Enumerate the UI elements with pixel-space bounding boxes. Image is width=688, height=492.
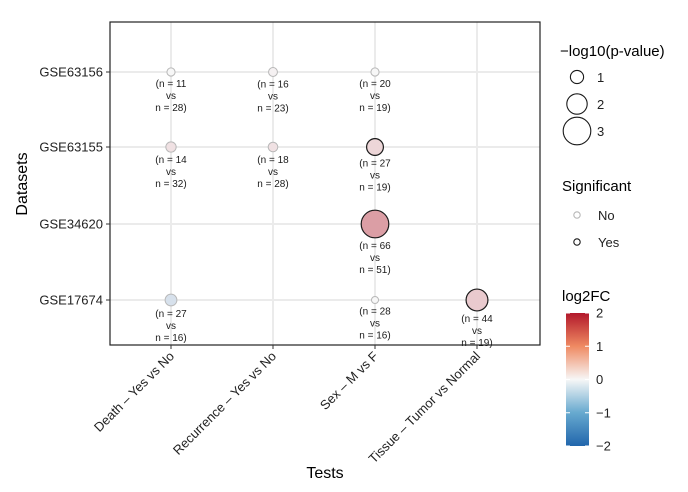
x-tick-label: Tissue – Tumor vs Normal bbox=[366, 348, 484, 466]
size-legend-title: −log10(p-value) bbox=[560, 43, 665, 60]
point-annotation: vs bbox=[370, 91, 380, 102]
point-annotation: n = 19) bbox=[359, 182, 390, 193]
color-bar-tick-label: −2 bbox=[596, 439, 611, 454]
y-axis-title: Datasets bbox=[14, 152, 31, 215]
size-legend-label: 1 bbox=[597, 70, 604, 85]
data-point bbox=[267, 141, 279, 153]
color-bar-tick-label: −1 bbox=[596, 405, 611, 420]
significant-legend-marker bbox=[573, 211, 581, 219]
x-tick-label: Sex – M vs F bbox=[317, 348, 381, 412]
point-annotation: vs bbox=[166, 167, 176, 178]
point-annotation: n = 28) bbox=[155, 103, 186, 114]
data-point bbox=[370, 295, 380, 305]
point-annotation: vs bbox=[166, 321, 176, 332]
point-annotation: vs bbox=[370, 170, 380, 181]
point-annotation: n = 16) bbox=[359, 331, 390, 342]
color-bar-tick-label: 0 bbox=[596, 372, 603, 387]
color-bar-tick-label: 1 bbox=[596, 339, 603, 354]
y-tick-label: GSE17674 bbox=[39, 293, 103, 308]
point-annotation: (n = 14 bbox=[155, 155, 187, 166]
significant-legend-label: No bbox=[598, 208, 615, 223]
data-point bbox=[268, 67, 278, 77]
point-annotation: (n = 27 bbox=[155, 309, 187, 320]
x-axis-title: Tests bbox=[306, 465, 343, 482]
point-annotation: n = 23) bbox=[257, 103, 288, 114]
point-annotation: n = 16) bbox=[155, 333, 186, 344]
data-point bbox=[360, 209, 390, 239]
point-annotation: n = 51) bbox=[359, 265, 390, 276]
point-annotation: (n = 27 bbox=[359, 158, 391, 169]
y-tick-label: GSE34620 bbox=[39, 217, 103, 232]
data-point bbox=[465, 288, 489, 312]
point-annotation: (n = 28 bbox=[359, 307, 391, 318]
point-annotation: n = 32) bbox=[155, 179, 186, 190]
point-annotation: (n = 20 bbox=[359, 79, 391, 90]
y-tick-label: GSE63155 bbox=[39, 140, 103, 155]
data-point bbox=[366, 138, 385, 157]
point-annotation: vs bbox=[370, 319, 380, 330]
point-annotation: vs bbox=[472, 326, 482, 337]
color-bar-tick-label: 2 bbox=[596, 306, 603, 321]
color-legend-title: log2FC bbox=[562, 288, 611, 305]
color-bar bbox=[566, 313, 589, 446]
significant-legend-marker bbox=[573, 238, 581, 246]
data-point bbox=[165, 141, 177, 153]
point-annotation: vs bbox=[166, 91, 176, 102]
point-annotation: n = 19) bbox=[359, 103, 390, 114]
point-annotation: vs bbox=[370, 253, 380, 264]
size-legend-circle bbox=[562, 116, 592, 146]
panel-border bbox=[109, 21, 541, 346]
size-legend-circle bbox=[566, 93, 588, 115]
point-annotation: n = 28) bbox=[257, 179, 288, 190]
data-point bbox=[370, 67, 380, 77]
point-annotation: (n = 44 bbox=[461, 314, 493, 325]
data-point bbox=[164, 293, 178, 307]
point-annotation: vs bbox=[268, 91, 278, 102]
y-tick-label: GSE63156 bbox=[39, 65, 103, 80]
data-point bbox=[166, 67, 176, 77]
significant-legend-label: Yes bbox=[598, 235, 620, 250]
x-tick-label: Death – Yes vs No bbox=[91, 349, 177, 435]
point-annotation: (n = 16 bbox=[257, 79, 289, 90]
size-legend-label: 3 bbox=[597, 124, 604, 139]
point-annotation: n = 19) bbox=[461, 338, 492, 349]
point-annotation: (n = 66 bbox=[359, 241, 391, 252]
x-tick-label: Recurrence – Yes vs No bbox=[170, 349, 279, 458]
point-annotation: (n = 18 bbox=[257, 155, 289, 166]
significant-legend-title: Significant bbox=[562, 178, 632, 195]
point-annotation: (n = 11 bbox=[156, 79, 187, 90]
point-annotation: vs bbox=[268, 167, 278, 178]
size-legend-circle bbox=[569, 69, 585, 85]
size-legend-label: 2 bbox=[597, 97, 604, 112]
